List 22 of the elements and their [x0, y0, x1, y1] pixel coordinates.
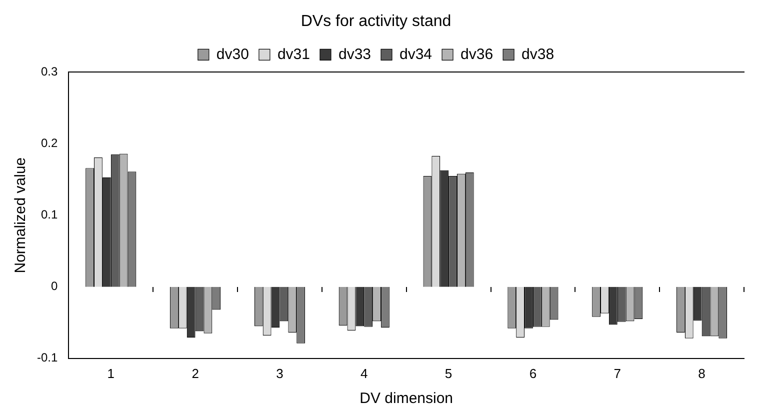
y-tick-label: -0.1 — [36, 350, 58, 365]
y-tick-label: 0 — [50, 279, 58, 294]
x-tick-label: 2 — [192, 366, 199, 381]
x-axis-title: DV dimension — [360, 390, 454, 408]
legend-label: dv36 — [460, 46, 494, 63]
y-tick-label: 0.3 — [40, 64, 58, 79]
x-tick-label: 8 — [698, 366, 706, 381]
legend-label: dv33 — [338, 46, 372, 63]
x-tick-label: 3 — [276, 366, 284, 381]
legend-label: dv31 — [277, 46, 310, 63]
legend-label: dv30 — [216, 46, 249, 63]
chart-title: DVs for activity stand — [300, 13, 452, 30]
x-tick-label: 6 — [529, 366, 537, 381]
x-tick-label: 5 — [444, 366, 452, 381]
y-tick-label: 0.1 — [40, 208, 58, 222]
x-tick-label: 1 — [107, 366, 115, 381]
legend-label: dv38 — [522, 46, 554, 63]
legend-label: dv34 — [400, 46, 432, 63]
x-tick-label: 4 — [360, 366, 368, 381]
y-axis-title: Normalized value — [12, 157, 30, 274]
x-tick-label: 7 — [614, 366, 621, 381]
y-tick-label: 0.2 — [40, 136, 58, 150]
